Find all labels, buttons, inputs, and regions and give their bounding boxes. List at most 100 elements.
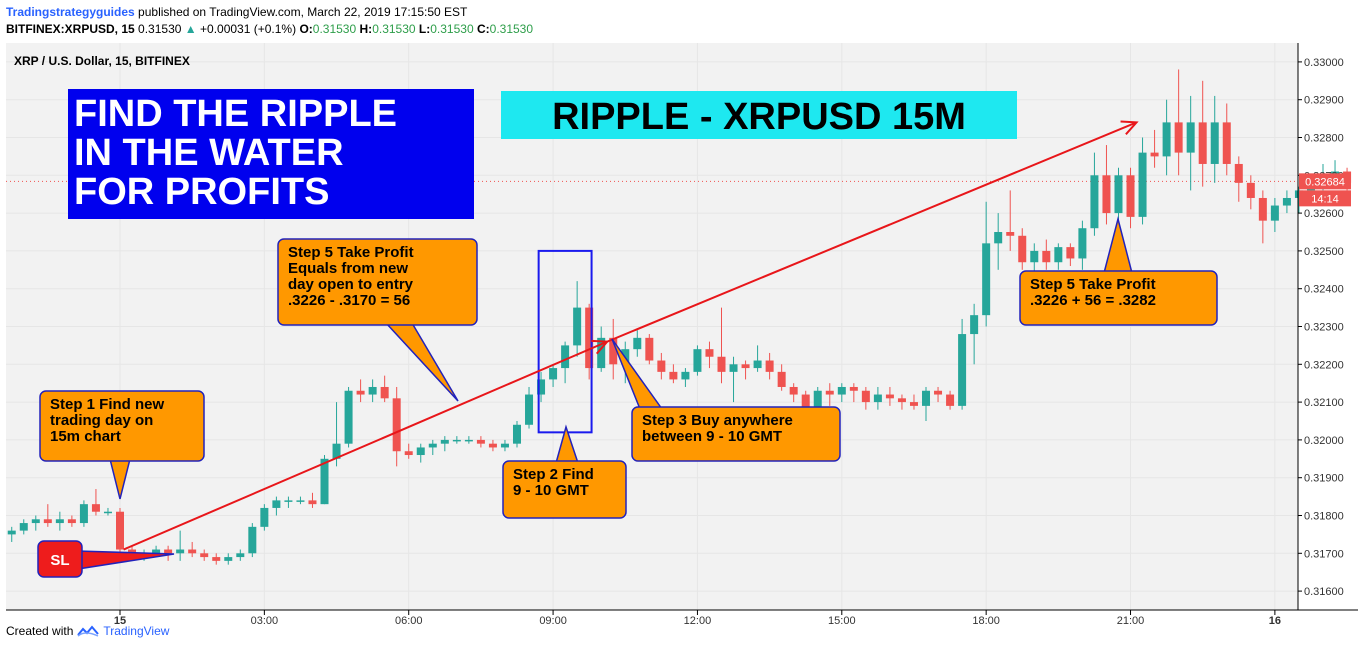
candle	[308, 492, 317, 508]
candle-body	[885, 394, 894, 399]
candle	[909, 394, 918, 410]
candle-body	[296, 500, 305, 502]
current-price-label: 0.32684	[1305, 176, 1345, 188]
y-tick-label: 0.31700	[1304, 548, 1344, 560]
y-tick-label: 0.33000	[1304, 57, 1344, 69]
step5a-callout-text: .3226 - .3170 = 56	[288, 292, 410, 309]
candle-body	[934, 390, 943, 395]
step5a-callout-text: day open to entry	[288, 276, 414, 293]
candle-body	[1090, 175, 1099, 229]
candle-body	[512, 424, 521, 444]
candle-body	[777, 371, 786, 387]
candle-body	[1210, 122, 1219, 164]
candle-body	[1174, 122, 1183, 153]
candle	[260, 504, 269, 531]
candle	[669, 364, 678, 384]
candle	[272, 496, 281, 516]
candle	[103, 507, 112, 516]
candle-body	[909, 402, 918, 406]
step3-callout-text: between 9 - 10 GMT	[642, 428, 782, 445]
candle	[7, 526, 16, 542]
candle	[777, 364, 786, 391]
candle-body	[1006, 232, 1015, 236]
candle	[344, 386, 353, 448]
candle-body	[320, 458, 329, 505]
candle	[19, 519, 28, 535]
candle-body	[801, 394, 810, 410]
candle	[1294, 186, 1303, 214]
candle	[934, 386, 943, 403]
candle-body	[1066, 247, 1075, 259]
candle	[970, 303, 979, 365]
candle-body	[380, 386, 389, 399]
candle	[43, 504, 52, 527]
candle-body	[537, 379, 546, 395]
candle-body	[849, 386, 858, 391]
candle-body	[922, 390, 931, 406]
candle-body	[1258, 197, 1267, 221]
title-banner-text: FIND THE RIPPLE	[74, 93, 397, 135]
candle-body	[861, 390, 870, 403]
candle	[573, 281, 582, 357]
author-link[interactable]: Tradingstrategyguides	[6, 5, 135, 19]
x-tick-label: 16	[1269, 615, 1281, 627]
candle	[922, 386, 931, 421]
tradingview-logo-icon	[77, 625, 100, 637]
x-tick-label: 09:00	[539, 615, 567, 627]
candle-body	[91, 504, 100, 512]
price-axis[interactable]: 0.330000.329000.328000.327000.326000.325…	[1298, 57, 1344, 598]
x-tick-label: 18:00	[972, 615, 1000, 627]
candle-body	[440, 439, 449, 444]
candle-body	[729, 364, 738, 372]
candle	[116, 507, 124, 554]
candle	[512, 421, 521, 448]
candle-body	[837, 386, 846, 395]
candle	[1138, 137, 1147, 225]
candle-body	[1138, 152, 1147, 217]
candle	[248, 523, 257, 558]
candle-body	[681, 371, 690, 380]
candle-body	[753, 360, 762, 369]
candle-body	[813, 390, 822, 410]
candle-body	[416, 447, 425, 456]
candle-body	[741, 364, 750, 369]
candle-body	[308, 500, 317, 505]
candle	[1078, 220, 1087, 270]
candle-body	[500, 443, 509, 448]
candle-body	[488, 443, 497, 448]
x-tick-label: 21:00	[1117, 615, 1145, 627]
candle-body	[128, 549, 137, 554]
tradingview-link[interactable]: TradingView	[103, 624, 170, 638]
candle-body	[1150, 152, 1159, 157]
candle	[392, 386, 401, 467]
candle-body	[549, 368, 558, 380]
candle	[488, 439, 497, 452]
candle	[176, 530, 185, 561]
candle	[585, 303, 594, 380]
candle-body	[1270, 205, 1279, 221]
step3-callout-box	[631, 406, 841, 462]
candle	[609, 318, 618, 380]
candle-body	[224, 557, 233, 561]
candle-body	[958, 334, 967, 406]
candle-body	[573, 307, 582, 346]
step1-callout-text: 15m chart	[50, 428, 121, 445]
candle-body	[200, 553, 209, 558]
candle	[1030, 243, 1039, 274]
candle-body	[188, 549, 197, 554]
candle	[1234, 156, 1243, 202]
candle-body	[982, 243, 991, 316]
step2-callout-text: Step 2 Find	[513, 466, 594, 483]
price-chart[interactable]: 0.330000.329000.328000.327000.326000.325…	[6, 43, 1358, 628]
candle	[537, 371, 546, 403]
time-axis[interactable]: 15 03:00 06:00 09:00 12:00 15:00 18:00 21:00 16	[114, 610, 1281, 627]
candle-body	[717, 356, 726, 372]
step1-callout-text: trading day on	[50, 412, 153, 429]
candle	[236, 549, 245, 561]
footer: Created with TradingView	[6, 624, 169, 638]
candle-body	[1246, 182, 1255, 198]
candle	[1186, 95, 1195, 191]
candle	[717, 307, 726, 384]
